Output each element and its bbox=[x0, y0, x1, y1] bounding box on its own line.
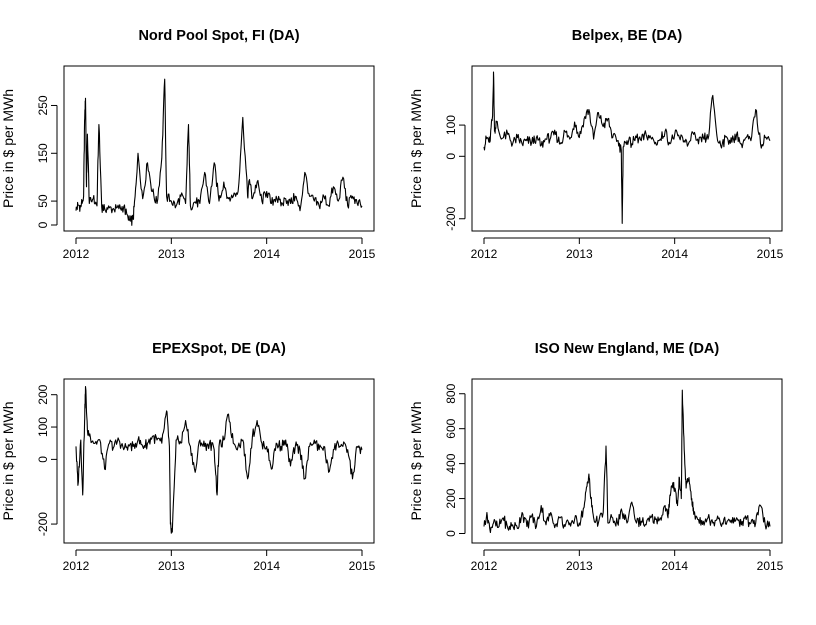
chart-panel-2: Belpex, BE (DA) Price in $ per MWh 2012 201… bbox=[408, 28, 784, 261]
price-series-line bbox=[75, 78, 363, 226]
y-tick-label: 0 bbox=[444, 530, 458, 537]
plot-frame bbox=[471, 378, 783, 544]
chart-title: EPEXSpot, DE (DA) bbox=[152, 341, 286, 357]
chart-title: Belpex, BE (DA) bbox=[572, 28, 683, 44]
y-tick-label: 250 bbox=[36, 95, 50, 115]
y-axis-label: Price in $ per MWh bbox=[0, 401, 16, 520]
x-tick-label: 2014 bbox=[661, 247, 688, 261]
y-tick-label: 200 bbox=[444, 488, 458, 508]
x-tick-label: 2015 bbox=[757, 247, 784, 261]
chart-title: Nord Pool Spot, FI (DA) bbox=[138, 28, 299, 44]
x-tick-label: 2013 bbox=[158, 559, 185, 573]
price-series-line bbox=[75, 386, 363, 534]
y-axis-label: Price in $ per MWh bbox=[408, 89, 424, 208]
y-tick-label: 0 bbox=[36, 221, 50, 228]
plot-frame bbox=[63, 65, 375, 232]
price-series-line bbox=[483, 71, 771, 224]
chart-panel-4: ISO New England, ME (DA) Price in $ per M… bbox=[408, 341, 784, 573]
y-tick-label: 100 bbox=[444, 115, 458, 135]
chart-panel-3: EPEXSpot, DE (DA) Price in $ per MWh 2012 2… bbox=[0, 341, 376, 573]
y-tick-label: 600 bbox=[444, 418, 458, 438]
y-tick-label: 50 bbox=[36, 194, 50, 208]
x-tick-label: 2013 bbox=[566, 247, 593, 261]
chart-title: ISO New England, ME (DA) bbox=[535, 341, 720, 357]
y-tick-label: 400 bbox=[444, 453, 458, 473]
price-series-line bbox=[483, 389, 771, 534]
x-tick-label: 2013 bbox=[566, 559, 593, 573]
chart-panel-1: Nord Pool Spot, FI (DA) Price in $ per MW… bbox=[0, 28, 376, 261]
plot-frame bbox=[471, 65, 783, 232]
x-tick-label: 2012 bbox=[63, 559, 90, 573]
x-tick-label: 2012 bbox=[63, 247, 90, 261]
x-tick-label: 2012 bbox=[471, 247, 498, 261]
y-tick-label: 800 bbox=[444, 383, 458, 403]
y-tick-label: -200 bbox=[36, 512, 50, 536]
x-tick-label: 2014 bbox=[253, 559, 280, 573]
x-tick-label: 2012 bbox=[471, 559, 498, 573]
y-tick-label: 100 bbox=[36, 417, 50, 437]
x-tick-label: 2013 bbox=[158, 247, 185, 261]
plot-frame bbox=[63, 378, 375, 544]
x-tick-label: 2015 bbox=[757, 559, 784, 573]
y-tick-label: 200 bbox=[36, 384, 50, 404]
y-tick-label: -200 bbox=[444, 206, 458, 230]
x-tick-label: 2014 bbox=[661, 559, 688, 573]
x-tick-label: 2014 bbox=[253, 247, 280, 261]
y-tick-label: 150 bbox=[36, 143, 50, 163]
y-tick-label: 0 bbox=[36, 456, 50, 463]
x-tick-label: 2015 bbox=[349, 559, 376, 573]
y-axis-label: Price in $ per MWh bbox=[408, 401, 424, 520]
x-tick-label: 2015 bbox=[349, 247, 376, 261]
y-tick-label: 0 bbox=[444, 153, 458, 160]
y-axis-label: Price in $ per MWh bbox=[0, 89, 16, 208]
